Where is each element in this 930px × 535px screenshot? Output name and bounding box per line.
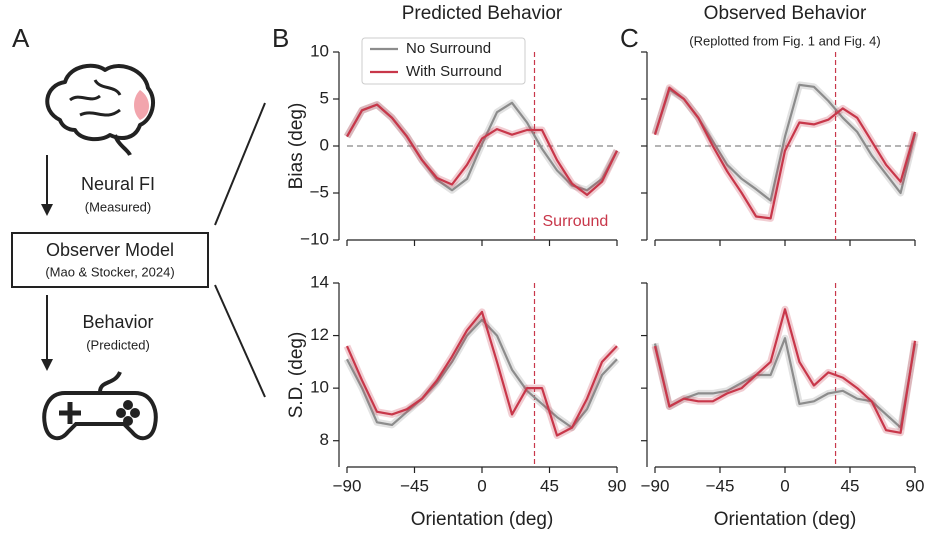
y-tick-label: 14 [310,272,329,291]
chart-subtitle: (Replotted from Fig. 1 and Fig. 4) [689,33,880,48]
legend-label: With Surround [406,63,502,80]
model-label: Observer Model [46,240,174,260]
chart-title: Predicted Behavior [402,3,563,24]
step-note: (Measured) [85,199,151,214]
x-tick-label: 90 [608,476,627,495]
y-tick-label: 8 [320,430,329,449]
x-tick-label: −45 [400,476,429,495]
step-note: (Predicted) [86,337,150,352]
x-tick-label: 45 [540,476,559,495]
y-axis-label: Bias (deg) [286,103,307,190]
arrow-head [41,359,53,371]
line [653,308,917,434]
x-tick-label: −90 [333,476,362,495]
zoom-line [214,284,266,398]
step-label: Behavior [82,312,153,332]
x-tick-label: −90 [641,476,670,495]
x-tick-label: 0 [477,476,486,495]
line [346,103,618,196]
panel-label: C [620,23,639,53]
y-tick-label: −5 [310,182,329,201]
line-halo [651,305,919,437]
x-tick-label: 90 [906,476,925,495]
panel-label: B [272,23,289,53]
zoom-line [214,102,266,226]
y-tick-label: 12 [310,325,329,344]
x-axis-label: Orientation (deg) [411,509,554,530]
legend-box [361,37,526,85]
x-axis-label: Orientation (deg) [714,509,857,530]
arrow-head [41,204,53,216]
y-tick-label: 5 [320,88,329,107]
step-label: Neural FI [81,174,155,194]
y-axis-label: S.D. (deg) [286,332,307,419]
gamepad-icon [42,371,158,441]
y-tick-label: 10 [310,378,329,397]
panel-label: A [12,23,30,53]
x-tick-label: 0 [780,476,789,495]
chart-title: Observed Behavior [704,3,867,24]
brain-icon [45,63,156,156]
y-tick-label: 10 [310,41,329,60]
y-tick-label: −10 [300,229,329,248]
legend-label: No Surround [406,40,491,57]
line [653,86,917,220]
model-note: (Mao & Stocker, 2024) [45,264,174,279]
surround-label: Surround [543,213,609,230]
line [345,310,618,437]
model-box [11,232,209,288]
x-tick-label: −45 [706,476,735,495]
x-tick-label: 45 [841,476,860,495]
y-tick-label: 0 [320,135,329,154]
